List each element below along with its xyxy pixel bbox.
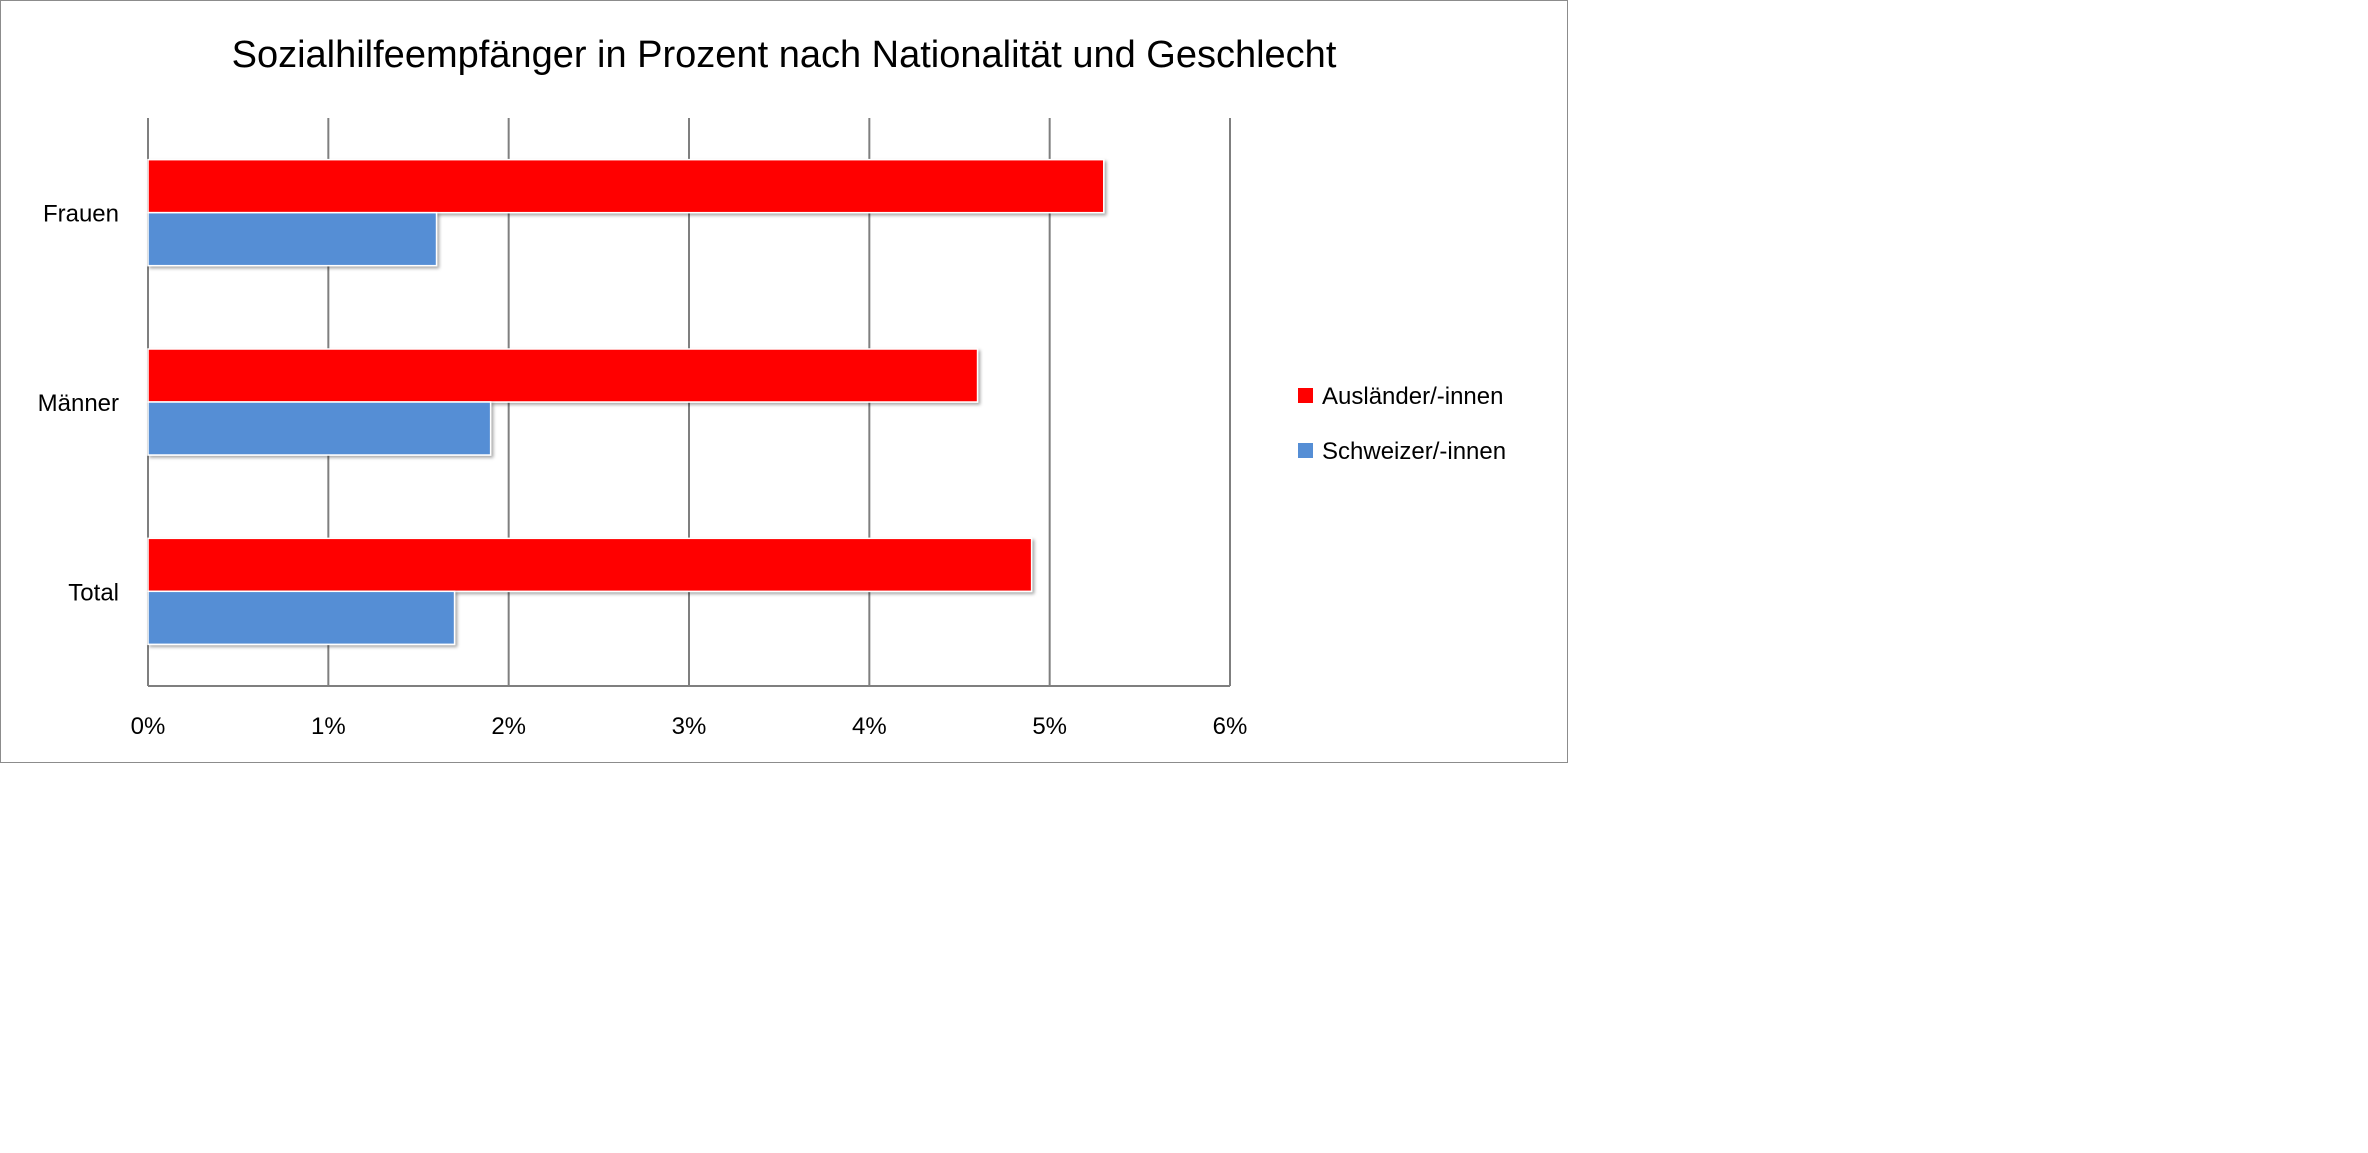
legend-label: Schweizer/-innen — [1322, 438, 1506, 465]
legend-swatch — [1298, 388, 1313, 403]
x-tick-label: 2% — [491, 713, 526, 740]
x-tick-label: 0% — [131, 713, 166, 740]
legend: Ausländer/-innen Schweizer/-innen — [1298, 383, 1506, 465]
x-tick-label: 4% — [852, 713, 887, 740]
x-tick-label: 3% — [672, 713, 707, 740]
bars — [147, 158, 1105, 646]
legend-label: Ausländer/-innen — [1322, 383, 1503, 410]
axes: 0% 1% 2% 3% 4% 5% 6% Frauen Männer Total — [38, 201, 1248, 740]
bar-frauen-series-0 — [147, 158, 1105, 214]
y-category-label: Total — [68, 579, 119, 606]
bar-m-nner-series-1 — [147, 401, 492, 456]
chart-title: Sozialhilfeempfänger in Prozent nach Nat… — [232, 34, 1337, 76]
legend-swatch — [1298, 443, 1313, 458]
y-category-label: Männer — [38, 390, 119, 417]
bar-chart: Sozialhilfeempfänger in Prozent nach Nat… — [38, 34, 1506, 740]
x-tick-label: 5% — [1032, 713, 1067, 740]
y-category-label: Frauen — [43, 201, 119, 228]
chart-frame: Sozialhilfeempfänger in Prozent nach Nat… — [0, 0, 1568, 763]
bar-total-series-0 — [147, 537, 1033, 593]
x-tick-label: 6% — [1213, 713, 1248, 740]
bar-frauen-series-1 — [147, 211, 438, 267]
x-tick-label: 1% — [311, 713, 346, 740]
bar-m-nner-series-0 — [147, 348, 979, 403]
bar-total-series-1 — [147, 590, 456, 646]
